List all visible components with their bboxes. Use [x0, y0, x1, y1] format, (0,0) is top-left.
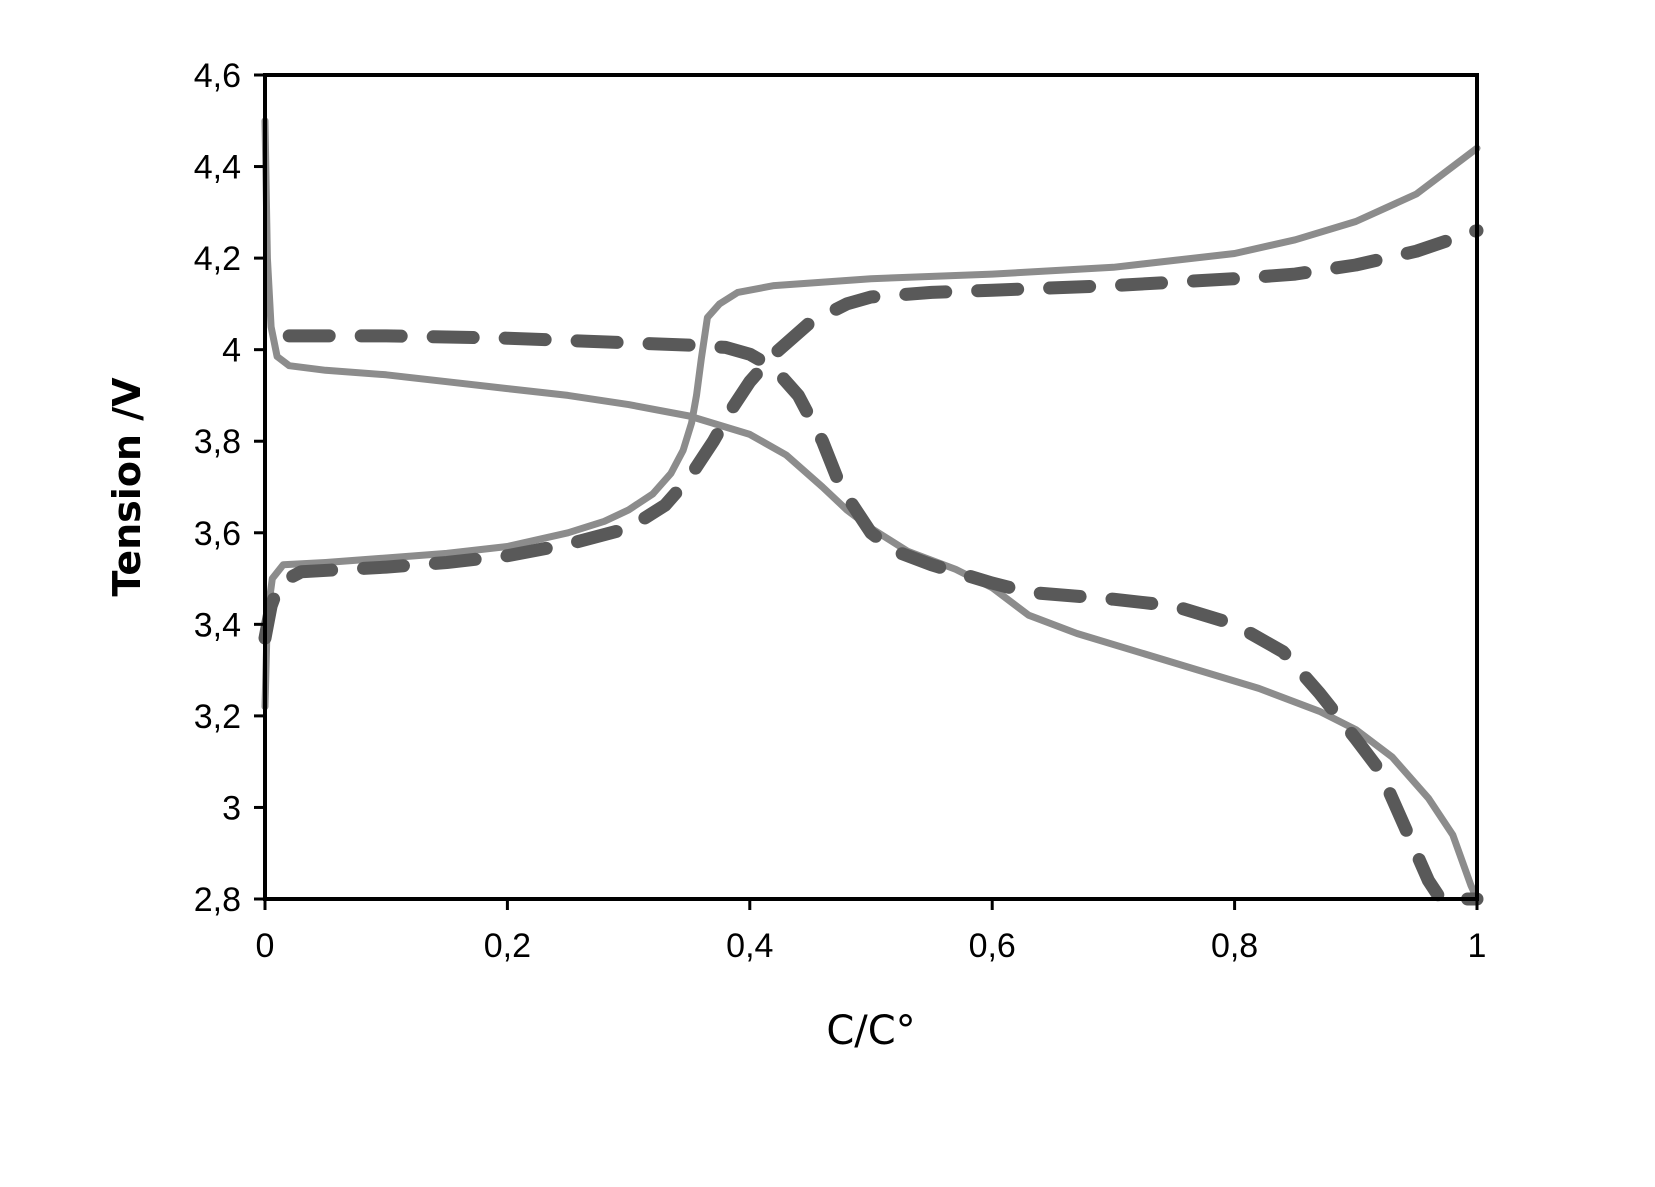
x-tick-label: 0	[256, 927, 275, 965]
x-tick-label: 0,2	[484, 927, 531, 965]
series-line-3	[258, 224, 1484, 645]
y-tick-label: 3,8	[194, 423, 241, 461]
series-line-1	[261, 144, 1481, 711]
y-tick-label: 3,6	[194, 515, 241, 553]
y-tick-label: 2,8	[194, 881, 241, 919]
plot-area-frame	[263, 73, 1479, 901]
x-tick-label: 0,8	[1211, 927, 1258, 965]
x-tick-label: 0,4	[726, 927, 773, 965]
y-tick-label: 4	[222, 332, 241, 370]
x-axis: 0 0,2 0,4 0,6 0,8 1	[256, 899, 1487, 965]
x-tick-label: 0,6	[969, 927, 1016, 965]
series-layer	[258, 117, 1484, 906]
y-axis-label: Tension /V	[105, 377, 149, 597]
y-axis: 2,8 3 3,2 3,4 3,6 3,8 4 4,2 4,4 4,6	[194, 57, 265, 919]
y-tick-label: 4,4	[194, 149, 241, 187]
y-tick-label: 3,4	[194, 606, 241, 644]
y-tick-label: 4,2	[194, 240, 241, 278]
series-line-4	[282, 329, 1484, 906]
x-axis-label: C/C°	[826, 1008, 915, 1054]
x-tick-label: 1	[1468, 927, 1487, 965]
y-tick-label: 3,2	[194, 698, 241, 736]
y-tick-label: 3	[222, 789, 241, 827]
y-tick-label: 4,6	[194, 57, 241, 95]
